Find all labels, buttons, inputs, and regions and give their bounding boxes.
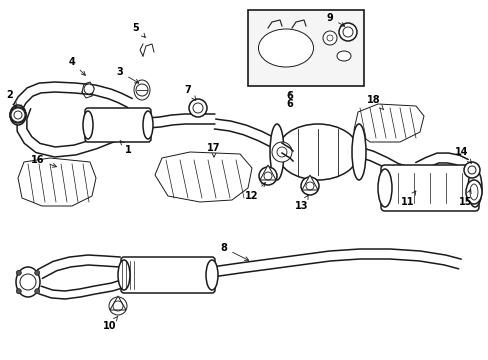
Circle shape <box>301 177 318 195</box>
Ellipse shape <box>205 260 218 290</box>
FancyBboxPatch shape <box>380 165 478 211</box>
Circle shape <box>84 84 94 94</box>
Text: 6: 6 <box>286 92 293 109</box>
Polygon shape <box>353 104 423 142</box>
Circle shape <box>109 297 127 315</box>
FancyBboxPatch shape <box>85 108 151 142</box>
Text: 12: 12 <box>245 183 265 201</box>
Text: 9: 9 <box>326 13 344 26</box>
Text: 7: 7 <box>184 85 196 100</box>
Circle shape <box>35 270 40 275</box>
Text: 18: 18 <box>366 95 383 110</box>
Ellipse shape <box>269 124 284 180</box>
Text: 2: 2 <box>7 90 16 107</box>
Text: 13: 13 <box>295 195 308 211</box>
Ellipse shape <box>83 111 93 139</box>
FancyBboxPatch shape <box>121 257 215 293</box>
Circle shape <box>338 23 356 41</box>
Ellipse shape <box>465 180 481 204</box>
Text: 10: 10 <box>103 316 118 331</box>
Polygon shape <box>302 175 317 190</box>
Text: 17: 17 <box>207 143 220 157</box>
Circle shape <box>35 289 40 294</box>
Ellipse shape <box>351 124 365 180</box>
Circle shape <box>16 270 21 275</box>
Text: 14: 14 <box>454 147 470 163</box>
Ellipse shape <box>276 124 358 180</box>
Ellipse shape <box>10 105 26 125</box>
Text: 1: 1 <box>120 140 131 155</box>
Text: 3: 3 <box>116 67 139 83</box>
Circle shape <box>323 31 336 45</box>
Text: 4: 4 <box>68 57 85 75</box>
Ellipse shape <box>258 29 313 67</box>
Ellipse shape <box>467 169 481 207</box>
Text: 8: 8 <box>220 243 248 260</box>
Polygon shape <box>18 158 96 206</box>
Circle shape <box>463 162 479 178</box>
Circle shape <box>271 142 291 162</box>
Ellipse shape <box>377 169 391 207</box>
Ellipse shape <box>336 51 350 61</box>
Circle shape <box>189 99 206 117</box>
Text: 15: 15 <box>458 189 472 207</box>
Bar <box>247 10 363 86</box>
Polygon shape <box>260 165 275 180</box>
Circle shape <box>259 167 276 185</box>
Text: 6: 6 <box>286 91 293 101</box>
Ellipse shape <box>16 267 40 297</box>
Ellipse shape <box>118 260 130 290</box>
Polygon shape <box>155 152 251 202</box>
Text: 11: 11 <box>401 191 415 207</box>
Circle shape <box>136 84 148 96</box>
Text: 5: 5 <box>132 23 145 37</box>
Circle shape <box>16 289 21 294</box>
Text: 16: 16 <box>31 155 57 167</box>
Ellipse shape <box>142 111 153 139</box>
Ellipse shape <box>134 80 150 100</box>
Polygon shape <box>110 296 126 310</box>
Circle shape <box>10 107 26 123</box>
